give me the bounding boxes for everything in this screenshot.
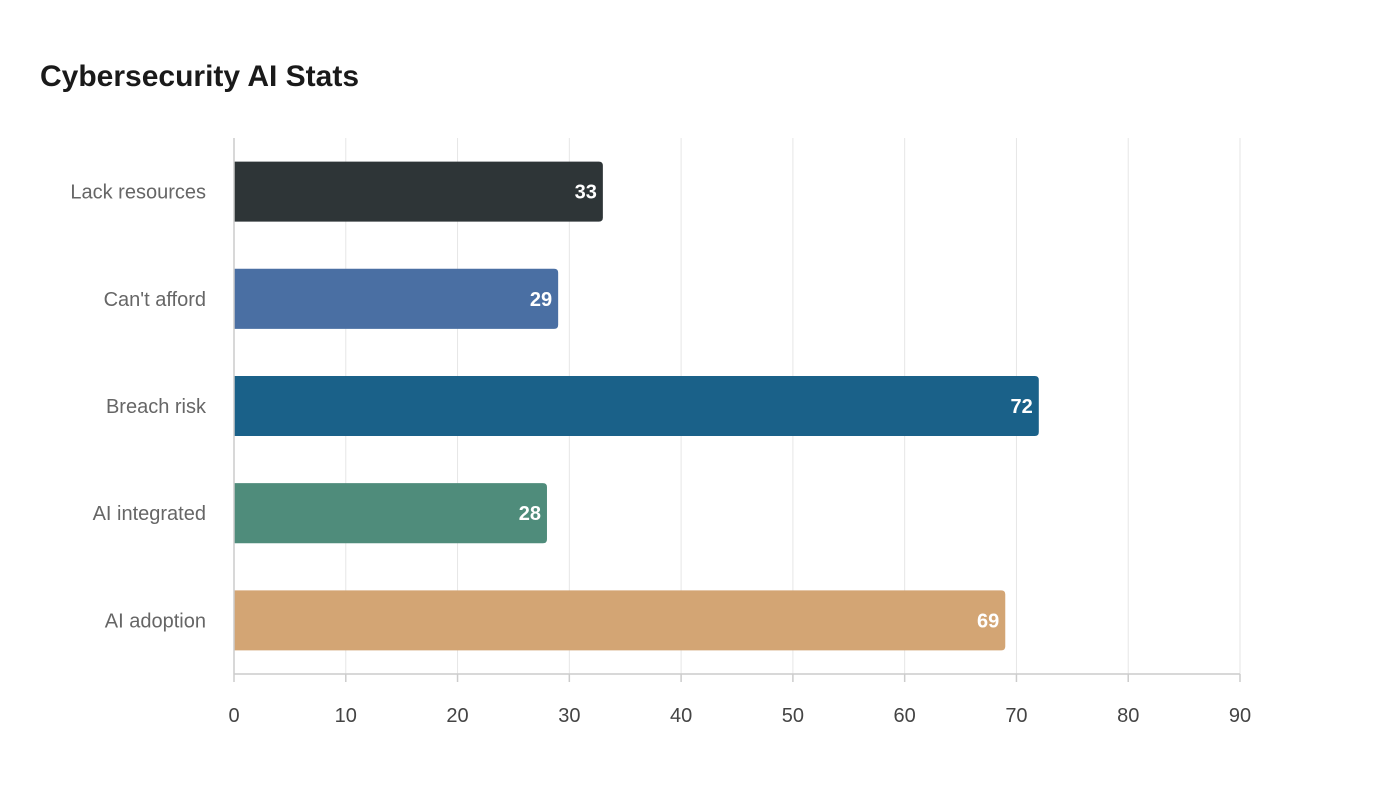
data-label: 28 (519, 503, 541, 525)
axes (233, 138, 1241, 682)
x-tick-label: 30 (558, 705, 580, 727)
data-label: 72 (1011, 396, 1033, 418)
x-tick-label: 60 (894, 705, 916, 727)
data-label: 69 (977, 610, 999, 632)
bar (234, 590, 1006, 651)
x-tick-label: 0 (228, 705, 239, 727)
bar (234, 483, 547, 544)
category-label: AI integrated (93, 503, 206, 525)
x-tick-label: 10 (335, 705, 357, 727)
category-label: Breach risk (106, 396, 207, 418)
bar (234, 375, 1039, 437)
x-tick-label: 90 (1229, 705, 1251, 727)
x-tick-label: 80 (1117, 705, 1139, 727)
labels: 0 10 20 30 40 50 60 70 80 90 Lack resources 33 Can't… (70, 182, 1251, 727)
x-tick-label: 70 (1005, 705, 1027, 727)
bar (234, 161, 603, 222)
x-tick-label: 20 (446, 705, 468, 727)
category-label: AI adoption (105, 610, 206, 632)
x-tick-label: 50 (782, 705, 804, 727)
bars (234, 161, 1039, 651)
x-tick-label: 40 (670, 705, 692, 727)
data-label: 29 (530, 289, 552, 311)
data-label: 33 (575, 182, 597, 204)
chart-title: Cybersecurity AI Stats (40, 60, 360, 93)
category-label: Can't afford (104, 289, 206, 311)
bar (234, 268, 559, 329)
category-label: Lack resources (70, 182, 206, 204)
